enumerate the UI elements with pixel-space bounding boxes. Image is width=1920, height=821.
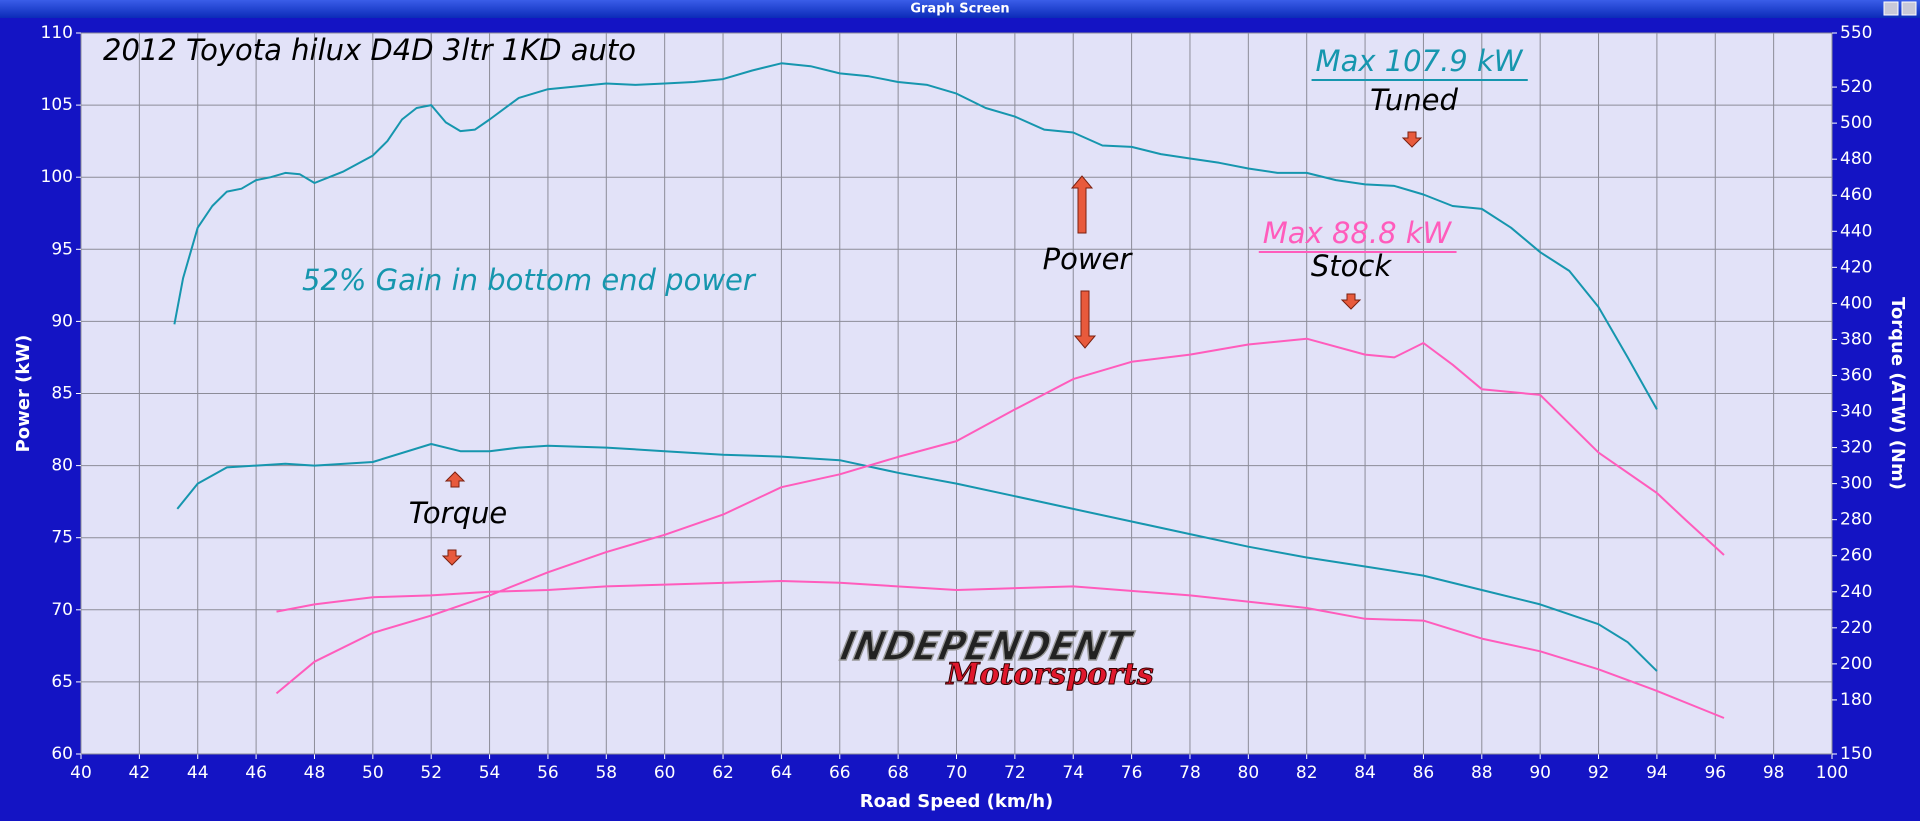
x-tick-label: 80: [1238, 763, 1260, 783]
x-tick-label: 42: [129, 763, 151, 783]
y-tick-label: 60: [51, 744, 73, 764]
x-tick-label: 82: [1296, 763, 1318, 783]
arrow-down: [1073, 290, 1097, 349]
x-tick-label: 72: [1004, 763, 1026, 783]
x-tick-label: 58: [595, 763, 617, 783]
y2-tick-label: 380: [1840, 329, 1872, 349]
arrow-up: [1070, 175, 1094, 234]
y-tick-label: 105: [41, 95, 73, 115]
x-tick-label: 50: [362, 763, 384, 783]
y2-tick-label: 550: [1840, 23, 1872, 43]
x-tick-label: 44: [187, 763, 209, 783]
y2-tick-label: 200: [1840, 654, 1872, 674]
annotation: Tuned: [1370, 83, 1458, 117]
close-button[interactable]: [1901, 1, 1917, 16]
arrows: [441, 131, 1423, 566]
y2-tick-label: 520: [1840, 77, 1872, 97]
x-tick-label: 88: [1471, 763, 1493, 783]
x-tick-label: 86: [1413, 763, 1435, 783]
y-axis-label: Power (kW): [13, 335, 34, 453]
y2-tick-label: 150: [1840, 744, 1872, 764]
series-line: [275, 337, 1725, 695]
x-tick-label: 74: [1062, 763, 1084, 783]
x-tick-label: 66: [829, 763, 851, 783]
x-tick-label: 46: [245, 763, 267, 783]
x-tick-label: 84: [1354, 763, 1376, 783]
y-tick-label: 100: [41, 167, 73, 187]
annotation: Stock: [1311, 249, 1392, 283]
series-line: [276, 580, 1725, 719]
x-tick-label: 92: [1588, 763, 1610, 783]
y2-tick-label: 240: [1840, 582, 1872, 602]
x-tick-label: 60: [654, 763, 676, 783]
x-tick-label: 70: [946, 763, 968, 783]
y2-tick-label: 280: [1840, 510, 1872, 530]
arrow-down: [441, 549, 463, 566]
x-tick-label: 96: [1704, 763, 1726, 783]
window-title: Graph Screen: [910, 2, 1009, 17]
title-bar: [0, 0, 1920, 18]
y-tick-label: 90: [51, 311, 73, 331]
y-tick-label: 75: [51, 528, 73, 548]
series-line: [176, 443, 1658, 672]
annotation: 52% Gain in bottom end power: [302, 263, 757, 297]
x-tick-label: 48: [304, 763, 326, 783]
x-tick-label: 100: [1816, 763, 1848, 783]
x-tick-label: 40: [70, 763, 92, 783]
x-tick-label: 64: [771, 763, 793, 783]
annotation: Max 88.8 kW: [1263, 216, 1453, 250]
y-tick-label: 80: [51, 456, 73, 476]
x-tick-label: 52: [420, 763, 442, 783]
logo-text: Motorsports: [945, 657, 1153, 692]
y2-tick-label: 480: [1840, 149, 1872, 169]
y2-tick-label: 320: [1840, 438, 1872, 458]
x-tick-label: 76: [1121, 763, 1143, 783]
arrow-up: [444, 471, 466, 488]
y-tick-label: 95: [51, 239, 73, 259]
y2-axis-label: Torque (ATW) (Nm): [1887, 297, 1908, 490]
restore-button[interactable]: [1883, 1, 1899, 16]
x-tick-label: 62: [712, 763, 734, 783]
x-tick-label: 98: [1763, 763, 1785, 783]
y2-tick-label: 180: [1840, 690, 1872, 710]
x-tick-label: 90: [1529, 763, 1551, 783]
x-tick-label: 94: [1646, 763, 1668, 783]
x-tick-label: 78: [1179, 763, 1201, 783]
y2-tick-label: 400: [1840, 293, 1872, 313]
y2-tick-label: 300: [1840, 474, 1872, 494]
y2-tick-label: 460: [1840, 185, 1872, 205]
y2-tick-label: 340: [1840, 402, 1872, 422]
y-tick-label: 110: [41, 23, 73, 43]
annotation: Max 107.9 kW: [1316, 44, 1524, 78]
chart-title: 2012 Toyota hilux D4D 3ltr 1KD auto: [103, 33, 636, 67]
x-tick-label: 68: [887, 763, 909, 783]
y2-tick-label: 220: [1840, 618, 1872, 638]
y2-tick-label: 440: [1840, 221, 1872, 241]
y2-tick-label: 500: [1840, 113, 1872, 133]
y2-tick-label: 420: [1840, 257, 1872, 277]
logo-text: INDEPENDENT: [837, 622, 1138, 669]
annotation: Torque: [409, 496, 507, 530]
y2-tick-label: 360: [1840, 365, 1872, 385]
x-axis-label: Road Speed (km/h): [860, 791, 1054, 812]
y-tick-label: 65: [51, 672, 73, 692]
x-tick-label: 56: [537, 763, 559, 783]
arrow-down: [1340, 293, 1362, 310]
annotation: Power: [1043, 242, 1134, 276]
y-tick-label: 70: [51, 600, 73, 620]
y-tick-label: 85: [51, 384, 73, 404]
x-tick-label: 54: [479, 763, 501, 783]
y2-tick-label: 260: [1840, 546, 1872, 566]
series-line: [173, 62, 1658, 410]
arrow-down: [1401, 131, 1423, 148]
